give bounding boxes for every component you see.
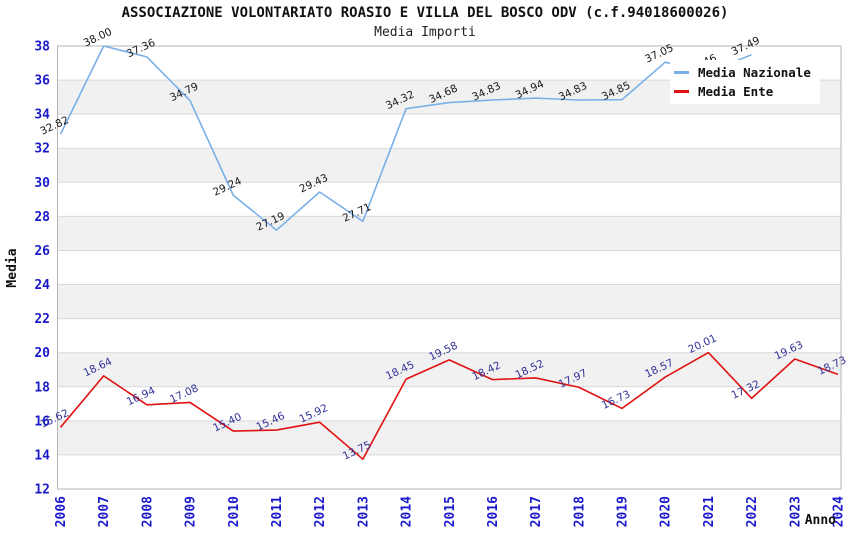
x-tick-label: 2012	[313, 496, 328, 527]
y-tick-label: 16	[34, 414, 50, 429]
y-tick-label: 12	[34, 483, 50, 498]
plot-stripe	[57, 420, 841, 455]
plot-stripe	[57, 284, 841, 319]
x-tick-label: 2008	[140, 496, 155, 527]
x-tick-label: 2013	[356, 496, 371, 527]
y-tick-label: 36	[34, 74, 50, 89]
y-tick-label: 30	[34, 176, 50, 191]
y-tick-label: 32	[34, 142, 50, 157]
media-ente-line-swatch	[674, 90, 689, 93]
x-tick-label: 2019	[616, 496, 631, 527]
x-tick-label: 2006	[54, 496, 69, 527]
x-tick-label: 2024	[832, 496, 847, 527]
y-tick-label: 24	[34, 278, 50, 293]
y-tick-label: 38	[34, 40, 50, 55]
series-line-media-ente	[59, 351, 839, 460]
chart-subtitle: Media Importi	[374, 25, 476, 40]
y-tick-label: 14	[34, 448, 50, 463]
data-point-label: 16.73	[600, 388, 632, 412]
x-tick-label: 2015	[443, 496, 458, 527]
legend-label: Media Ente	[698, 84, 774, 99]
plot-stripe	[57, 352, 841, 387]
chart-title: ASSOCIAZIONE VOLONTARIATO ROASIO E VILLA…	[121, 5, 729, 21]
x-tick-label: 2009	[184, 496, 199, 527]
x-tick-label: 2022	[745, 496, 760, 527]
y-tick-label: 28	[34, 210, 50, 225]
x-tick-label: 2017	[529, 496, 544, 527]
data-point-label: 37.36	[125, 37, 158, 61]
media-nazionale-line-swatch	[674, 71, 689, 74]
x-tick-label: 2023	[788, 496, 803, 527]
y-tick-label: 26	[34, 244, 50, 259]
y-tick-label: 34	[34, 108, 50, 123]
plot-stripe	[57, 216, 841, 251]
x-tick-label: 2016	[486, 496, 501, 527]
plot-border	[57, 45, 842, 490]
x-tick-label: 2010	[227, 496, 242, 527]
plot-stripe	[57, 148, 841, 183]
x-tick-label: 2011	[270, 496, 285, 527]
y-axis-title: Media	[5, 248, 20, 287]
y-tick-label: 20	[34, 346, 50, 361]
legend-item-media-nazionale: Media Nazionale	[674, 65, 820, 80]
legend-label: Media Nazionale	[698, 65, 811, 80]
y-tick-label: 22	[34, 312, 50, 327]
x-tick-label: 2007	[97, 496, 112, 527]
x-axis-title: Anno	[805, 513, 836, 528]
y-tick-label: 18	[34, 380, 50, 395]
legend: Media Nazionale Media Ente	[670, 60, 820, 104]
data-point-label: 37.49	[730, 35, 762, 59]
legend-item-media-ente: Media Ente	[674, 84, 820, 99]
x-tick-label: 2014	[400, 496, 415, 527]
x-tick-label: 2020	[659, 496, 674, 527]
x-tick-label: 2018	[572, 496, 587, 527]
series-line-media-nazionale	[59, 45, 752, 231]
x-tick-label: 2021	[702, 496, 717, 527]
